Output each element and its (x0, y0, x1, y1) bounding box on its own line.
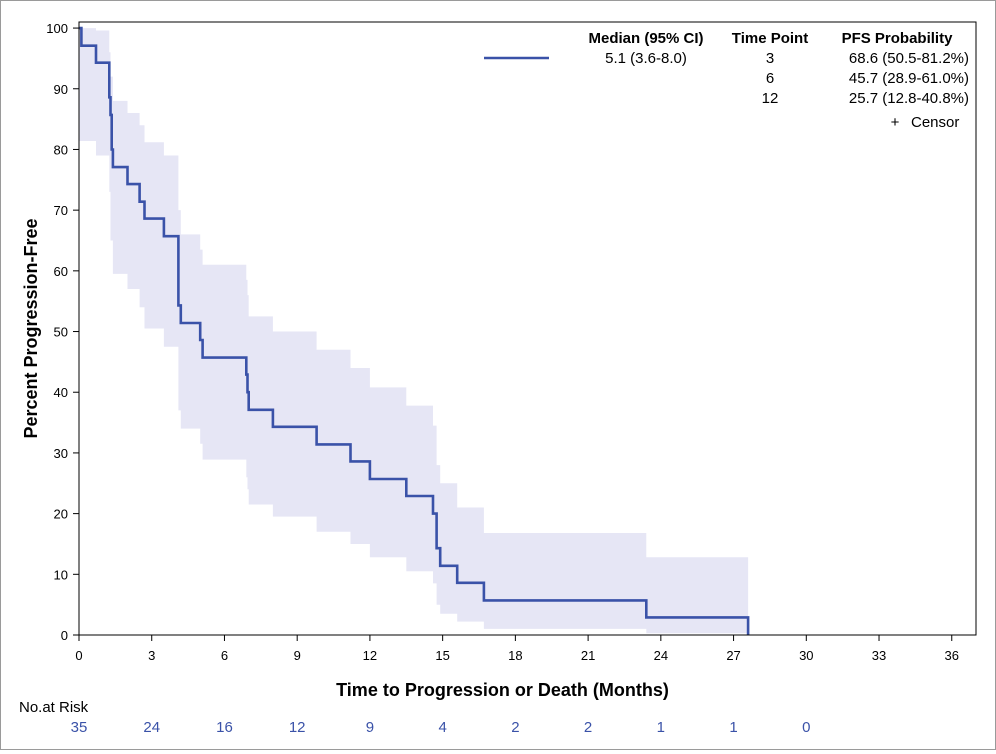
risk-count: 1 (729, 719, 737, 736)
x-tick-label: 15 (435, 648, 449, 663)
x-tick-label: 0 (75, 648, 82, 663)
x-tick-label: 12 (363, 648, 377, 663)
x-tick-label: 36 (945, 648, 959, 663)
risk-count: 2 (584, 719, 592, 736)
x-tick-label: 21 (581, 648, 595, 663)
legend-pfs-probability: 25.7 (12.8-40.8%) (849, 90, 969, 107)
censor-icon: + (891, 114, 900, 131)
risk-count: 24 (143, 719, 160, 736)
legend-censor-label: Censor (911, 114, 959, 131)
legend-header-median: Median (95% CI) (588, 30, 703, 47)
risk-count: 9 (366, 719, 374, 736)
y-tick-label: 90 (54, 82, 68, 97)
risk-count: 35 (71, 719, 88, 736)
risk-count: 12 (289, 719, 306, 736)
plot-area-border (78, 21, 977, 636)
confidence-band (79, 28, 749, 634)
x-tick-label: 30 (799, 648, 813, 663)
x-tick-label: 24 (654, 648, 668, 663)
risk-count: 1 (657, 719, 665, 736)
y-tick-label: 60 (54, 264, 68, 279)
risk-count: 16 (216, 719, 233, 736)
risk-count: 2 (511, 719, 519, 736)
survival-curve-layer (79, 26, 750, 635)
legend: Median (95% CI) Time Point PFS Probabili… (484, 30, 969, 131)
y-tick-label: 100 (46, 21, 68, 36)
y-tick-label: 10 (54, 567, 68, 582)
x-tick-label: 6 (221, 648, 228, 663)
risk-table-title: No.at Risk (19, 699, 89, 716)
legend-header-pfs-probability: PFS Probability (842, 30, 954, 47)
x-tick-label: 9 (294, 648, 301, 663)
legend-pfs-probability: 68.6 (50.5-81.2%) (849, 50, 969, 67)
risk-table-row: 35 24 16 12 9 4 2 2 1 1 0 (71, 719, 811, 736)
y-tick-label: 50 (54, 325, 68, 340)
x-tick-label: 3 (148, 648, 155, 663)
y-tick-label: 40 (54, 385, 68, 400)
legend-pfs-probability: 45.7 (28.9-61.0%) (849, 70, 969, 87)
y-tick-label: 20 (54, 507, 68, 522)
legend-time-point: 3 (766, 50, 774, 67)
pfs-survival-curve (79, 26, 750, 635)
x-tick-label: 27 (726, 648, 740, 663)
y-axis: 0 10 20 30 40 50 60 70 80 90 100 (46, 21, 79, 643)
y-axis-title: Percent Progression-Free (21, 218, 41, 438)
x-tick-label: 33 (872, 648, 886, 663)
x-tick-label: 18 (508, 648, 522, 663)
risk-count: 0 (802, 719, 810, 736)
legend-time-point: 12 (762, 90, 779, 107)
y-tick-label: 30 (54, 446, 68, 461)
x-axis: 0 3 6 9 12 15 18 21 24 27 30 33 36 (75, 635, 959, 663)
risk-count: 4 (438, 719, 446, 736)
x-axis-title: Time to Progression or Death (Months) (336, 680, 669, 700)
confidence-band-layer (79, 28, 749, 634)
legend-header-time-point: Time Point (732, 30, 808, 47)
legend-median-value: 5.1 (3.6-8.0) (605, 50, 687, 67)
y-tick-label: 0 (61, 628, 68, 643)
y-tick-label: 80 (54, 142, 68, 157)
y-tick-label: 70 (54, 203, 68, 218)
legend-time-point: 6 (766, 70, 774, 87)
